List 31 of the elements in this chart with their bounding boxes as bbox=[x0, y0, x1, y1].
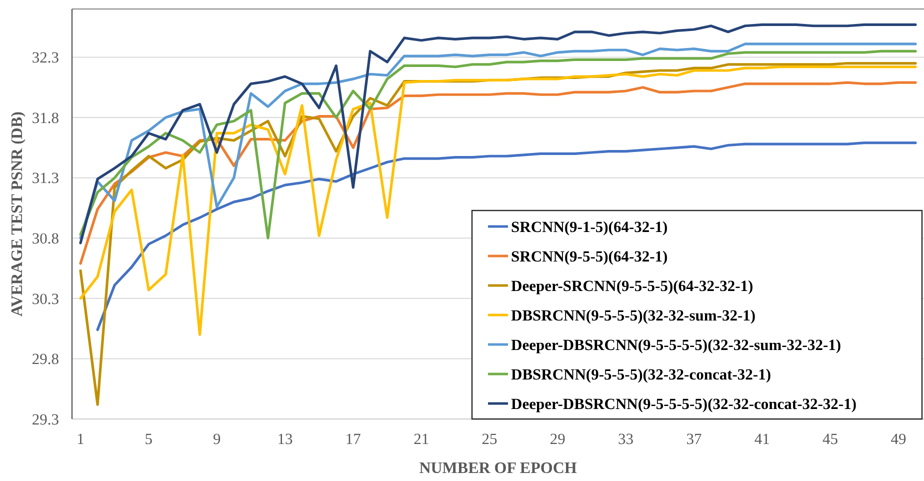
x-tick-label: 5 bbox=[144, 431, 153, 448]
legend-label: DBSRCNN(9-5-5-5)(32-32-sum-32-1) bbox=[511, 307, 756, 324]
x-tick-label: 25 bbox=[482, 431, 498, 448]
x-tick-label: 9 bbox=[212, 431, 221, 448]
legend-label: SRCNN(9-1-5)(64-32-1) bbox=[511, 218, 668, 236]
x-tick-label: 41 bbox=[754, 431, 770, 448]
y-tick-label: 32.3 bbox=[32, 50, 60, 67]
legend-label: Deeper-SRCNN(9-5-5-5)(64-32-32-1) bbox=[511, 278, 754, 295]
y-tick-label: 31.3 bbox=[32, 170, 60, 188]
line-series bbox=[79, 66, 917, 336]
x-tick-label: 29 bbox=[550, 431, 566, 448]
y-axis-title: AVERAGE TEST PSNR (DB) bbox=[9, 112, 26, 316]
legend-label: Deeper-DBSRCNN(9-5-5-5-5)(32-32-concat-32-32-1) bbox=[511, 396, 856, 413]
y-tick-label: 30.3 bbox=[32, 290, 60, 308]
legend-label: SRCNN(9-5-5)(64-32-1) bbox=[511, 248, 668, 266]
y-tick-label: 29.8 bbox=[32, 351, 60, 368]
y-tick-label: 30.8 bbox=[32, 230, 60, 248]
x-tick-label: 21 bbox=[414, 431, 430, 448]
x-tick-label: 13 bbox=[277, 431, 293, 448]
y-tick-label: 31.8 bbox=[32, 110, 60, 127]
y-tick-label: 29.3 bbox=[32, 411, 60, 428]
x-tick-label: 1 bbox=[76, 431, 84, 448]
x-tick-label: 45 bbox=[822, 431, 838, 448]
x-tick-label: 49 bbox=[890, 431, 906, 448]
x-tick-label: 17 bbox=[345, 431, 362, 448]
x-tick-label: 37 bbox=[686, 431, 702, 448]
line-series bbox=[96, 142, 917, 332]
legend-label: DBSRCNN(9-5-5-5)(32-32-concat-32-1) bbox=[511, 366, 771, 384]
x-tick-label: 33 bbox=[618, 431, 634, 448]
x-axis-title: NUMBER OF EPOCH bbox=[419, 460, 578, 477]
legend-label: Deeper-DBSRCNN(9-5-5-5-5)(32-32-sum-32-32-1) bbox=[511, 336, 842, 354]
